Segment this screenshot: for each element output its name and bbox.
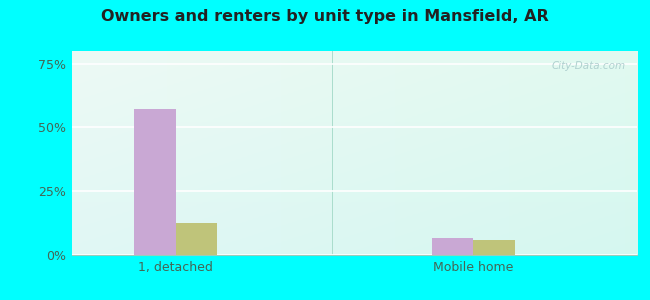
- Bar: [134, 109, 176, 255]
- Bar: [176, 223, 217, 255]
- Text: Owners and renters by unit type in Mansfield, AR: Owners and renters by unit type in Mansf…: [101, 9, 549, 24]
- Bar: [473, 240, 515, 255]
- Bar: [432, 238, 473, 255]
- Text: City-Data.com: City-Data.com: [552, 61, 626, 71]
